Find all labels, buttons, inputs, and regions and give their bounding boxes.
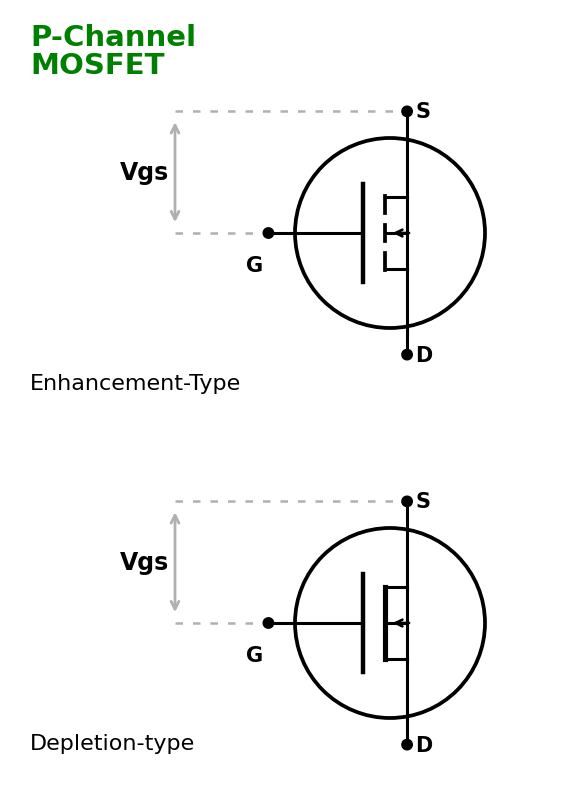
Circle shape	[402, 350, 412, 361]
Text: G: G	[246, 255, 263, 275]
Text: P-Channel: P-Channel	[30, 24, 196, 52]
Text: Vgs: Vgs	[120, 551, 169, 574]
Circle shape	[402, 496, 412, 507]
Text: D: D	[415, 735, 432, 755]
Circle shape	[263, 229, 274, 239]
Circle shape	[402, 107, 412, 117]
Text: Vgs: Vgs	[120, 161, 169, 185]
Circle shape	[263, 618, 274, 629]
Text: D: D	[415, 345, 432, 365]
Text: S: S	[415, 491, 430, 512]
Text: S: S	[415, 102, 430, 122]
Text: MOSFET: MOSFET	[30, 52, 165, 80]
Circle shape	[402, 740, 412, 750]
Text: Enhancement-Type: Enhancement-Type	[30, 373, 241, 393]
Text: G: G	[246, 645, 263, 665]
Text: Depletion-type: Depletion-type	[30, 733, 195, 753]
